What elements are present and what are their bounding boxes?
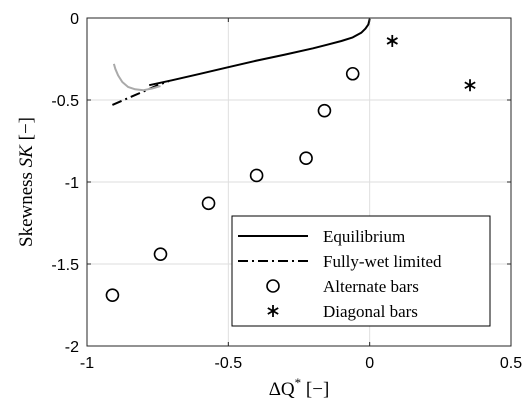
series-layer — [105, 18, 476, 302]
diagonal-bar-point — [386, 34, 398, 47]
y-axis-label-unit: [−] — [16, 117, 37, 145]
alternate-bar-point — [201, 196, 216, 211]
legend-marker-alternate — [266, 279, 280, 293]
alternate-bar-point — [345, 66, 360, 81]
y-axis-label-prefix: Skewness — [16, 167, 37, 247]
legend-label-alternate: Alternate bars — [323, 277, 419, 296]
legend-label-diagonal: Diagonal bars — [323, 302, 418, 321]
y-tick-label: -0.5 — [51, 93, 79, 110]
legend-marker-diagonal — [267, 305, 279, 317]
x-axis-label: ΔQ* [−] — [269, 375, 330, 400]
legend: Equilibrium Fully-wet limited Alternate … — [231, 215, 491, 327]
x-tick-label: 0.5 — [500, 355, 522, 372]
legend-asterisk-glyph — [267, 305, 279, 317]
alternate-bar-point — [249, 168, 264, 183]
legend-label-fully-wet: Fully-wet limited — [323, 252, 442, 271]
asterisk-stroke — [386, 37, 398, 45]
y-axis-label: Skewness SK [−] — [16, 117, 37, 247]
diagonal-bar-point — [464, 79, 476, 92]
alternate-bar-point — [105, 288, 120, 302]
y-tick-label: -1 — [65, 175, 79, 192]
asterisk-stroke — [267, 307, 279, 315]
ticks — [86, 17, 512, 347]
y-tick-label: 0 — [70, 11, 79, 28]
asterisk-stroke — [464, 81, 476, 90]
y-tick-label: -1.5 — [51, 257, 79, 274]
x-tick-label: -0.5 — [215, 355, 243, 372]
series-line-2 — [112, 63, 161, 92]
alternate-bar-point — [299, 151, 313, 166]
legend-box — [231, 215, 491, 327]
x-tick-label: -1 — [80, 355, 94, 372]
tick-labels: -1 -0.5 0 0.5 0 -0.5 -1 -1.5 -2 — [51, 11, 522, 372]
x-axis-label-prefix: ΔQ — [269, 379, 295, 400]
alternate-bar-point — [317, 103, 332, 118]
series-line-equilibrium — [148, 18, 371, 87]
alternate-bar-point — [153, 247, 168, 261]
x-tick-label: 0 — [365, 355, 374, 372]
x-axis-label-unit: [−] — [301, 379, 329, 400]
y-axis-label-var: SK — [16, 144, 37, 168]
legend-label-equilibrium: Equilibrium — [323, 227, 405, 246]
y-tick-label: -2 — [65, 339, 79, 356]
x-axis-label-superscript: * — [295, 375, 302, 390]
